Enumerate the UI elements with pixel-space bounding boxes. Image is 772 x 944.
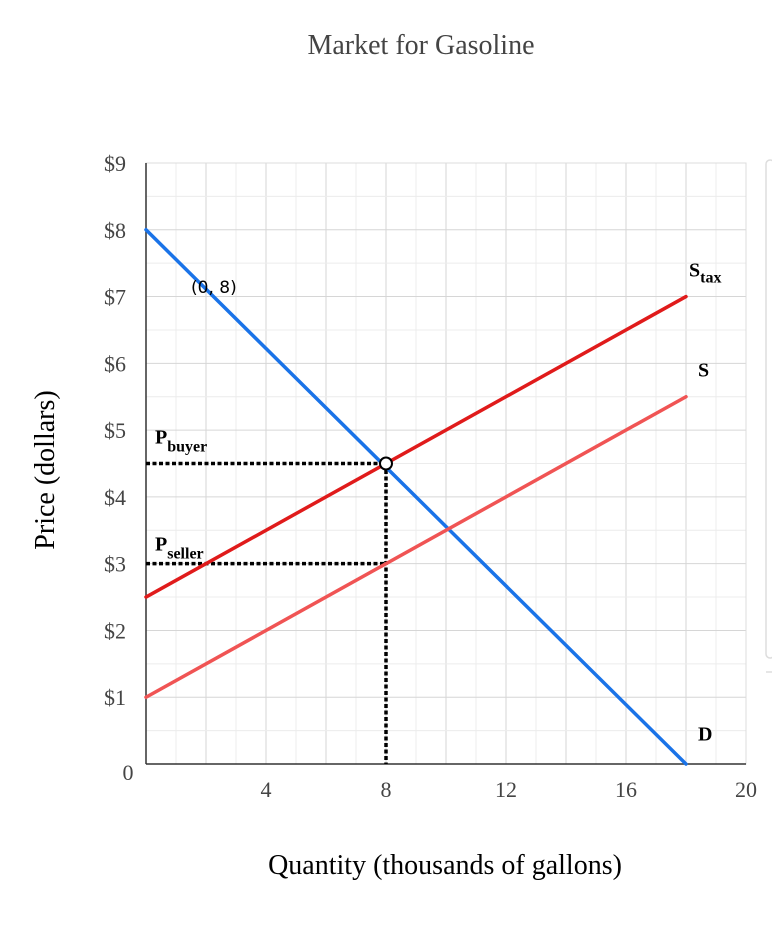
y-tick-label: $7 [104, 285, 126, 310]
chart-title: Market for Gasoline [307, 30, 534, 61]
x-tick-label: 0 [123, 760, 134, 785]
p-seller-label: Pseller [155, 533, 204, 562]
y-tick-label: $1 [104, 685, 126, 710]
x-tick-label: 12 [495, 777, 517, 802]
curves [144, 228, 688, 766]
y-tick-label: $9 [104, 151, 126, 176]
curve-d [144, 228, 688, 766]
curve-s [144, 394, 688, 699]
y-tick-label: $4 [104, 485, 126, 510]
x-tick-label: 20 [735, 777, 757, 802]
curve-s-tax [144, 294, 688, 599]
y-tick-label: $6 [104, 351, 126, 376]
x-axis-title: Quantity (thousands of gallons) [268, 850, 622, 881]
curve-label-subscript: tax [700, 270, 721, 287]
p-buyer-label-subscript: buyer [167, 438, 207, 455]
p-buyer-label: Pbuyer [155, 426, 207, 455]
x-tick-labels: 0 4 8 12 16 20 [123, 760, 758, 802]
grid [145, 162, 747, 765]
curve-label-s: S [698, 360, 709, 382]
x-tick-label: 8 [381, 777, 392, 802]
y-tick-label: $2 [104, 618, 126, 643]
y-tick-label: $5 [104, 418, 126, 443]
y-tick-label: $3 [104, 552, 126, 577]
p-seller-label-subscript: seller [167, 545, 203, 562]
y-tick-label: $8 [104, 218, 126, 243]
point-label-0-8: (0, 8) [191, 278, 237, 298]
x-tick-label: 4 [261, 777, 272, 802]
x-tick-label: 16 [615, 777, 637, 802]
y-axis-title: Price (dollars) [30, 390, 61, 549]
dotted-guide-lines [146, 461, 388, 764]
right-panel-edge [765, 159, 772, 659]
equilibrium-marker [379, 456, 393, 471]
curve-label-d: D [698, 724, 712, 746]
y-tick-labels: $1 $2 $3 $4 $5 $6 $7 $8 $9 [104, 151, 126, 710]
